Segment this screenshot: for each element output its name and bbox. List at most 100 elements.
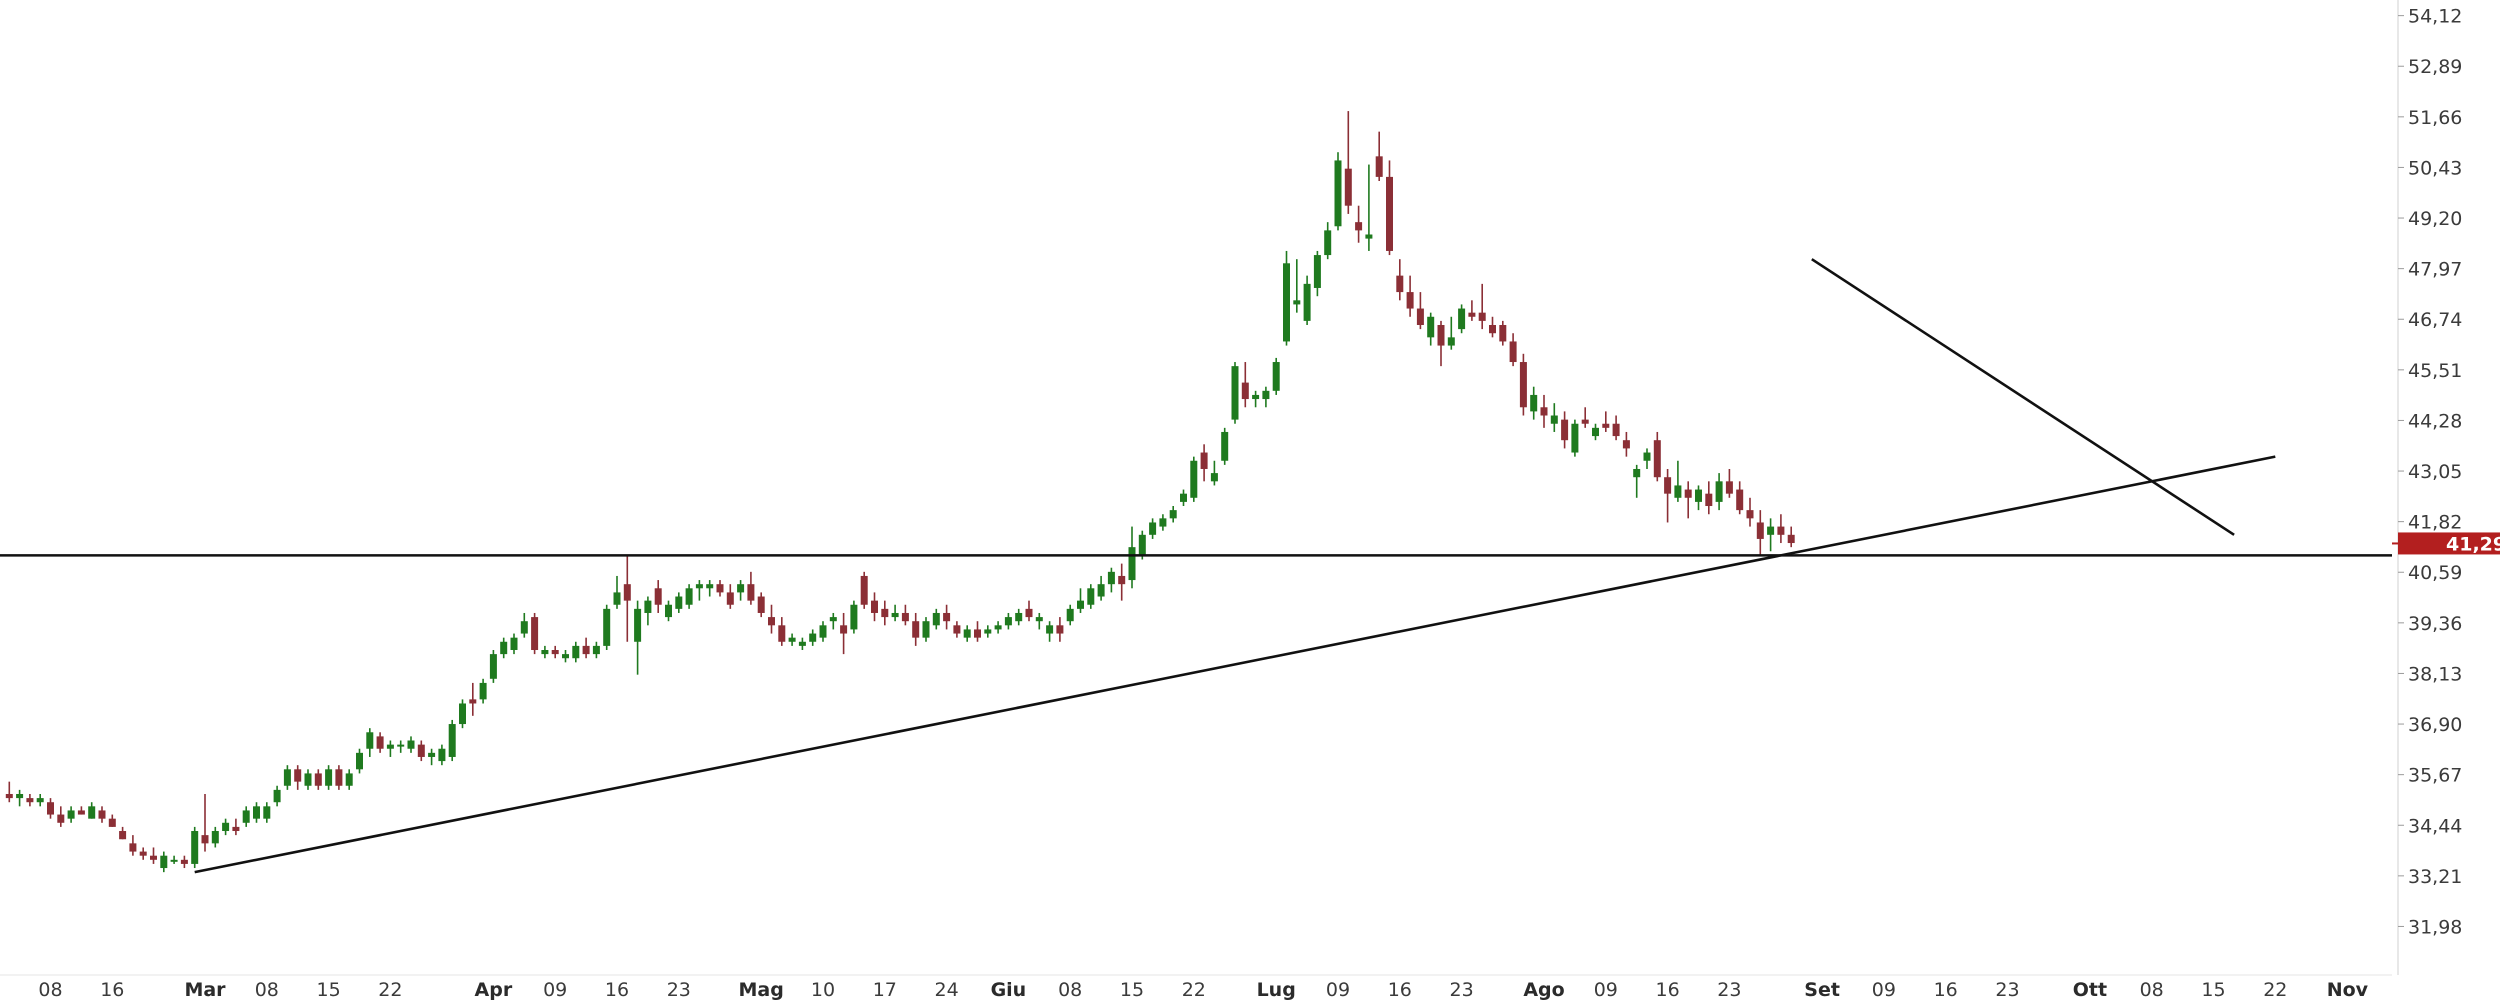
candle-body bbox=[901, 612, 909, 622]
candle bbox=[1210, 460, 1218, 486]
candle bbox=[294, 765, 302, 790]
candle bbox=[1715, 473, 1723, 511]
candle bbox=[768, 604, 775, 634]
x-day-label: 16 bbox=[1934, 979, 1958, 1000]
candle-body bbox=[1622, 440, 1630, 449]
candle bbox=[562, 650, 569, 663]
y-tick-label: 31,98 bbox=[2408, 916, 2462, 938]
candle-body bbox=[994, 625, 1002, 630]
candle-body bbox=[1107, 571, 1115, 585]
candle bbox=[654, 580, 662, 613]
y-tick-label: 47,97 bbox=[2408, 259, 2462, 281]
candle bbox=[1571, 419, 1579, 457]
candle bbox=[1736, 481, 1744, 515]
candle bbox=[685, 584, 693, 609]
candle bbox=[1159, 514, 1167, 531]
candle-body bbox=[798, 641, 806, 646]
candle bbox=[304, 769, 312, 790]
y-tick-label: 50,43 bbox=[2408, 157, 2462, 179]
x-day-label: 16 bbox=[1656, 979, 1680, 1000]
candle-body bbox=[1468, 312, 1476, 317]
x-day-label: 23 bbox=[1995, 979, 2019, 1000]
candle-body bbox=[788, 637, 796, 642]
candle-body bbox=[253, 806, 260, 819]
candle-body bbox=[1344, 168, 1352, 206]
x-month-label: Mag bbox=[739, 979, 784, 1000]
candle-body bbox=[119, 831, 127, 840]
y-tick-label: 45,51 bbox=[2408, 360, 2462, 382]
candle bbox=[1674, 460, 1682, 502]
candle-body bbox=[551, 650, 559, 655]
candle bbox=[788, 633, 796, 646]
candle-body bbox=[860, 575, 868, 605]
candle bbox=[891, 604, 899, 622]
candle bbox=[1190, 456, 1198, 502]
candle bbox=[1283, 250, 1290, 346]
candle bbox=[695, 580, 703, 601]
candle-body bbox=[77, 810, 85, 815]
candle bbox=[356, 748, 363, 774]
candle-body bbox=[366, 732, 374, 749]
candle bbox=[1561, 411, 1569, 449]
y-tick-label: 51,66 bbox=[2408, 107, 2462, 129]
candle bbox=[1386, 160, 1393, 256]
candle-body bbox=[1767, 526, 1775, 535]
candle-body bbox=[778, 625, 786, 642]
x-day-label: 23 bbox=[1717, 979, 1741, 1000]
candle bbox=[417, 740, 425, 762]
candle bbox=[1262, 386, 1270, 408]
candle-body bbox=[1169, 510, 1177, 519]
price-axis[interactable]: 54,12 52,89 51,66 50,43 49,20 47,97 46,74 45,51… bbox=[2397, 0, 2462, 975]
candle bbox=[1664, 468, 1672, 523]
candle-body bbox=[428, 752, 436, 757]
candle bbox=[1612, 415, 1620, 441]
candle bbox=[170, 855, 178, 864]
candle bbox=[1221, 427, 1229, 465]
candle-body bbox=[1210, 473, 1218, 482]
support-trend-line[interactable] bbox=[194, 455, 2276, 874]
candle bbox=[1241, 362, 1249, 408]
candle-body bbox=[1447, 337, 1455, 346]
x-day-label: 09 bbox=[543, 979, 567, 1000]
candle-body bbox=[1489, 325, 1496, 334]
candle-body bbox=[1705, 493, 1713, 507]
candle bbox=[994, 621, 1002, 634]
candle-body bbox=[1437, 325, 1445, 346]
candle bbox=[943, 604, 951, 630]
candle-body bbox=[1396, 275, 1404, 293]
candle-body bbox=[98, 810, 106, 819]
candle bbox=[407, 736, 415, 753]
candle bbox=[1180, 489, 1187, 507]
candle-body bbox=[407, 740, 415, 749]
candle bbox=[798, 637, 806, 650]
candle-body bbox=[356, 752, 363, 770]
candle-body bbox=[1458, 308, 1466, 330]
last-price-tag: 41,29 bbox=[2392, 532, 2500, 555]
candle-body bbox=[644, 600, 652, 613]
candle-body bbox=[5, 793, 13, 799]
candle-body bbox=[459, 703, 466, 725]
candle-body bbox=[829, 617, 837, 622]
candle bbox=[376, 732, 384, 753]
candle bbox=[1427, 312, 1435, 346]
candle-body bbox=[1035, 617, 1043, 622]
candle bbox=[1149, 518, 1157, 539]
candle-body bbox=[1519, 362, 1527, 408]
candle-body bbox=[1149, 522, 1157, 535]
candle-body bbox=[541, 650, 549, 655]
candle-body bbox=[67, 810, 75, 819]
candle-body bbox=[1499, 325, 1507, 342]
time-axis[interactable]: 08 16 Mar 08 15 22 Apr 09 16 23 Mag 10 17 24 Giu 08 15 22… bbox=[0, 974, 2392, 1000]
candle bbox=[974, 621, 981, 642]
candle-body bbox=[1200, 452, 1208, 469]
candle-body bbox=[1118, 575, 1126, 585]
candle-body bbox=[1355, 222, 1363, 231]
candle-body bbox=[613, 592, 621, 605]
candle bbox=[1509, 333, 1517, 367]
candle-body bbox=[623, 584, 631, 601]
candle-body bbox=[1046, 625, 1054, 634]
resistance-trend-line[interactable] bbox=[1811, 258, 2235, 536]
candle-body bbox=[1530, 394, 1538, 412]
candle bbox=[469, 682, 477, 716]
